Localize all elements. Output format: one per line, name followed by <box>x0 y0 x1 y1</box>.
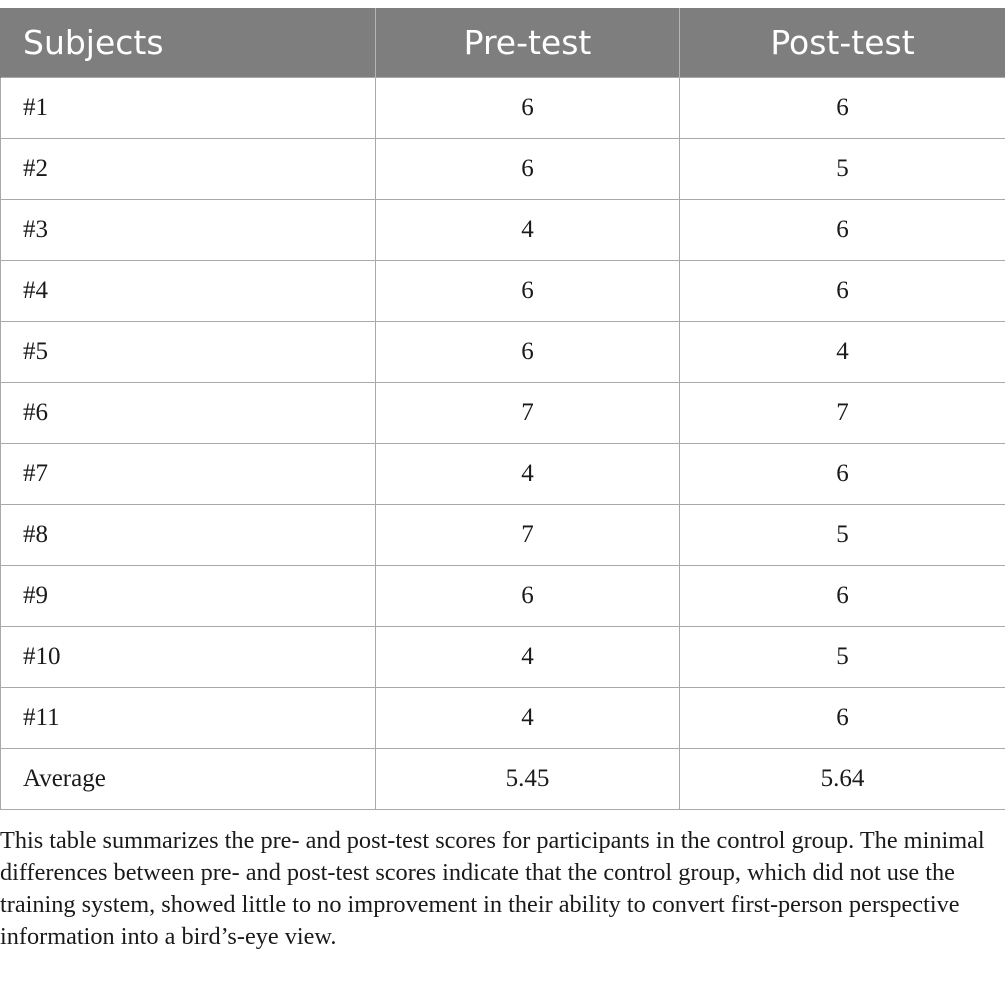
table-header: Subjects Pre-test Post-test <box>0 8 1005 78</box>
cell-post-test: 6 <box>679 565 1005 627</box>
cell-post-test: 5 <box>679 626 1005 688</box>
cell-subject: #10 <box>0 626 376 688</box>
table-body: #1 6 6 #2 6 5 #3 4 6 #4 6 6 #5 6 <box>0 77 1005 810</box>
cell-post-test: 5 <box>679 138 1005 200</box>
cell-post-test: 4 <box>679 321 1005 383</box>
cell-pre-test: 6 <box>375 565 680 627</box>
scores-table-container: Subjects Pre-test Post-test #1 6 6 #2 6 … <box>0 8 1005 810</box>
cell-pre-test: 4 <box>375 443 680 505</box>
table-row: #2 6 5 <box>0 138 1005 200</box>
cell-post-test: 5 <box>679 504 1005 566</box>
header-post-test: Post-test <box>679 8 1005 78</box>
cell-subject: #5 <box>0 321 376 383</box>
table-row: #5 6 4 <box>0 321 1005 383</box>
table-row: #3 4 6 <box>0 199 1005 261</box>
average-row: Average 5.45 5.64 <box>0 748 1005 810</box>
cell-subject: #8 <box>0 504 376 566</box>
table-row: #8 7 5 <box>0 504 1005 566</box>
table-row: #6 7 7 <box>0 382 1005 444</box>
cell-subject: #9 <box>0 565 376 627</box>
cell-subject: Average <box>0 748 376 810</box>
cell-post-test: 7 <box>679 382 1005 444</box>
table-row: #10 4 5 <box>0 626 1005 688</box>
cell-post-test: 6 <box>679 77 1005 139</box>
cell-pre-test: 7 <box>375 504 680 566</box>
cell-pre-test: 6 <box>375 77 680 139</box>
cell-subject: #6 <box>0 382 376 444</box>
header-pre-test: Pre-test <box>375 8 680 78</box>
cell-post-test: 6 <box>679 687 1005 749</box>
cell-subject: #7 <box>0 443 376 505</box>
table-row: #4 6 6 <box>0 260 1005 322</box>
cell-pre-test: 6 <box>375 321 680 383</box>
cell-post-test: 6 <box>679 260 1005 322</box>
table-row: #11 4 6 <box>0 687 1005 749</box>
cell-subject: #3 <box>0 199 376 261</box>
cell-pre-test: 4 <box>375 687 680 749</box>
cell-subject: #2 <box>0 138 376 200</box>
table-row: #1 6 6 <box>0 77 1005 139</box>
table-row: #7 4 6 <box>0 443 1005 505</box>
cell-subject: #11 <box>0 687 376 749</box>
cell-post-test: 5.64 <box>679 748 1005 810</box>
cell-subject: #1 <box>0 77 376 139</box>
cell-pre-test: 4 <box>375 199 680 261</box>
cell-pre-test: 6 <box>375 138 680 200</box>
cell-subject: #4 <box>0 260 376 322</box>
cell-post-test: 6 <box>679 199 1005 261</box>
cell-pre-test: 7 <box>375 382 680 444</box>
cell-post-test: 6 <box>679 443 1005 505</box>
cell-pre-test: 4 <box>375 626 680 688</box>
table-row: #9 6 6 <box>0 565 1005 627</box>
cell-pre-test: 5.45 <box>375 748 680 810</box>
table-caption: This table summarizes the pre- and post-… <box>0 827 985 950</box>
cell-pre-test: 6 <box>375 260 680 322</box>
scores-table: Subjects Pre-test Post-test #1 6 6 #2 6 … <box>0 8 1005 810</box>
header-subjects: Subjects <box>0 8 376 78</box>
header-row: Subjects Pre-test Post-test <box>0 8 1005 78</box>
